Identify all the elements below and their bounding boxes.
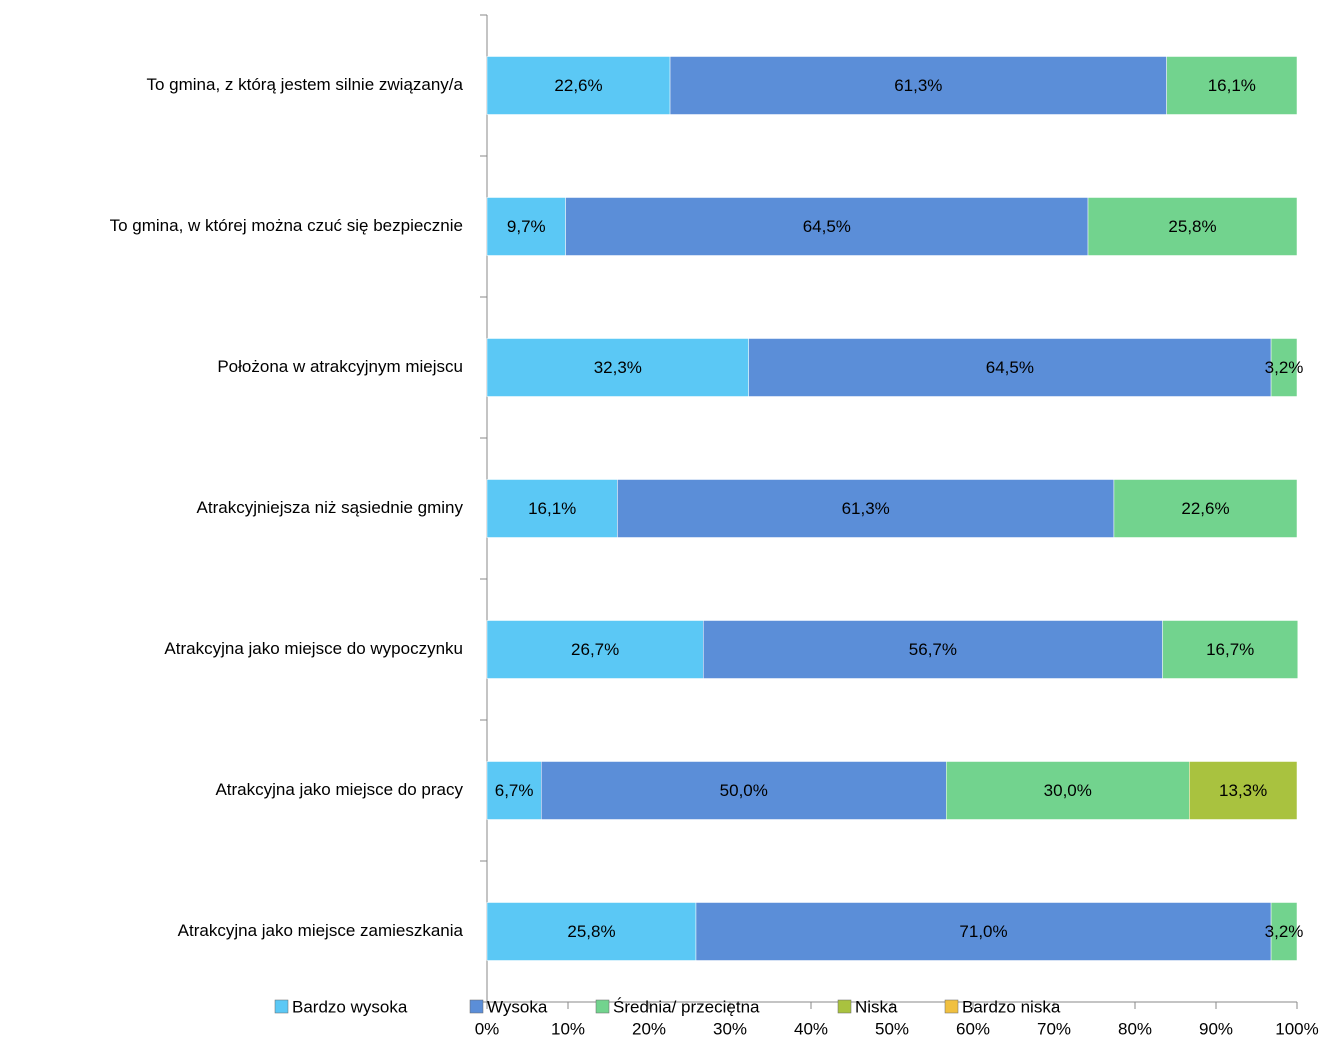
legend-label: Niska [855, 997, 898, 1016]
bar-segment [541, 761, 947, 820]
data-label: 26,7% [571, 640, 619, 659]
data-label: 61,3% [894, 76, 942, 95]
category-label: To gmina, z którą jestem silnie związany… [146, 75, 463, 94]
x-tick-label: 100% [1275, 1019, 1318, 1038]
x-tick-label: 10% [551, 1019, 585, 1038]
legend-swatch [944, 999, 959, 1014]
legend-swatch [595, 999, 610, 1014]
bar-segment [1189, 761, 1298, 820]
data-label: 6,7% [495, 781, 534, 800]
category-label: Atrakcyjna jako miejsce do wypoczynku [164, 639, 463, 658]
legend-label: Wysoka [487, 997, 548, 1016]
category-label: Atrakcyjniejsza niż sąsiednie gminy [197, 498, 464, 517]
data-label: 3,2% [1265, 922, 1304, 941]
x-tick-label: 50% [875, 1019, 909, 1038]
bar-segment [703, 620, 1163, 679]
data-label: 3,2% [1265, 358, 1304, 377]
legend-swatch [469, 999, 484, 1014]
category-label: Położona w atrakcyjnym miejscu [217, 357, 463, 376]
data-label: 13,3% [1219, 781, 1267, 800]
data-label: 64,5% [803, 217, 851, 236]
x-tick-label: 60% [956, 1019, 990, 1038]
data-label: 50,0% [720, 781, 768, 800]
data-label: 22,6% [1181, 499, 1229, 518]
legend-label: Średnia/ przeciętna [613, 997, 760, 1016]
data-label: 16,7% [1206, 640, 1254, 659]
bar-segment [1113, 479, 1298, 538]
legend-label: Bardzo wysoka [292, 997, 408, 1016]
bar-segment [748, 338, 1272, 397]
bar-segment [486, 197, 566, 256]
data-label: 64,5% [986, 358, 1034, 377]
bar-segment [617, 479, 1115, 538]
data-label: 16,1% [528, 499, 576, 518]
x-tick-label: 0% [475, 1019, 500, 1038]
bar-segment [1166, 56, 1298, 115]
bar-segment [1162, 620, 1299, 679]
data-label: 71,0% [959, 922, 1007, 941]
bar-segment [486, 902, 697, 961]
legend-swatch [274, 999, 289, 1014]
bar-segment [565, 197, 1089, 256]
bar-segment [946, 761, 1190, 820]
x-tick-label: 80% [1118, 1019, 1152, 1038]
x-tick-label: 20% [632, 1019, 666, 1038]
bar-segment [695, 902, 1272, 961]
data-label: 30,0% [1044, 781, 1092, 800]
legend-swatch [837, 999, 852, 1014]
data-label: 61,3% [842, 499, 890, 518]
category-label: Atrakcyjna jako miejsce zamieszkania [178, 921, 464, 940]
bar-segment [486, 479, 618, 538]
x-tick-label: 70% [1037, 1019, 1071, 1038]
data-label: 25,8% [567, 922, 615, 941]
bar-segment [1087, 197, 1298, 256]
data-label: 32,3% [594, 358, 642, 377]
x-tick-label: 90% [1199, 1019, 1233, 1038]
data-label: 22,6% [554, 76, 602, 95]
bar-segment [1270, 902, 1298, 961]
data-label: 25,8% [1168, 217, 1216, 236]
bar-segment [486, 761, 542, 820]
category-label: To gmina, w której można czuć się bezpie… [110, 216, 463, 235]
data-label: 9,7% [507, 217, 546, 236]
bar-segment [486, 620, 704, 679]
x-tick-label: 30% [713, 1019, 747, 1038]
data-label: 16,1% [1208, 76, 1256, 95]
x-tick-label: 40% [794, 1019, 828, 1038]
data-label: 56,7% [909, 640, 957, 659]
category-label: Atrakcyjna jako miejsce do pracy [215, 780, 463, 799]
legend-label: Bardzo niska [962, 997, 1061, 1016]
bar-segment [1270, 338, 1298, 397]
